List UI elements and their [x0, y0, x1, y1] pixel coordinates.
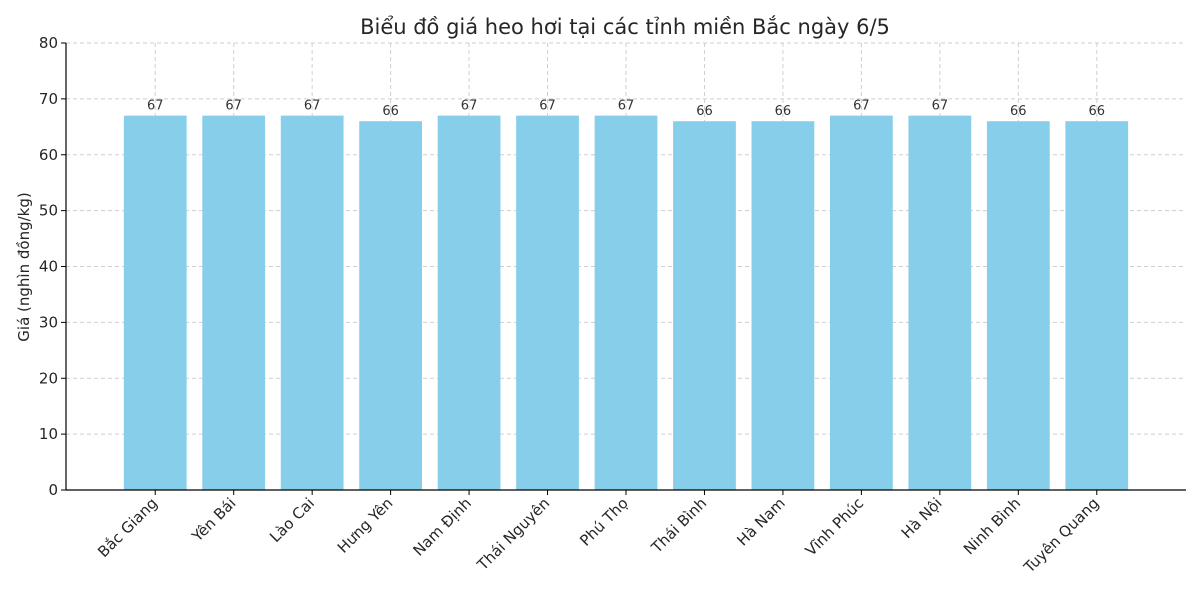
y-axis-ticks: 0 10 20 30 40 50 60 70 80 — [39, 34, 66, 499]
bar-value-label: 67 — [147, 99, 164, 114]
y-tick-label: 50 — [39, 202, 58, 220]
bar-value-label: 67 — [539, 99, 556, 114]
bar-value-label: 67 — [461, 99, 478, 114]
bar — [280, 115, 344, 490]
bar — [359, 121, 422, 490]
x-tick-label: Bắc Giang — [94, 494, 161, 561]
bar-value-label: 67 — [618, 99, 635, 114]
x-axis-ticks: Bắc Giang Yên Bái Lào Cai Hưng Yên Nam ĐịnhT… — [94, 490, 1103, 577]
bar-value-label: 67 — [304, 99, 321, 114]
bar — [437, 115, 501, 490]
x-tick-label: Hưng Yên — [334, 494, 397, 557]
bar — [751, 121, 815, 490]
y-tick-label: 80 — [39, 34, 58, 52]
y-tick-label: 30 — [39, 313, 58, 331]
bar-value-label: 67 — [225, 99, 242, 114]
y-tick-label: 0 — [48, 481, 58, 499]
y-tick-label: 40 — [39, 258, 58, 276]
x-tick-label: Ninh Bình — [960, 494, 1024, 558]
axes — [65, 43, 1186, 491]
bar-value-label: 66 — [1088, 104, 1105, 119]
x-tick-label: Thái Nguyên — [473, 494, 553, 574]
bar-value-label: 66 — [775, 104, 792, 119]
y-tick-label: 70 — [39, 90, 58, 108]
x-tick-label: Yên Bái — [188, 494, 240, 546]
y-tick-label: 20 — [39, 369, 58, 387]
x-tick-label: Nam Định — [409, 494, 474, 559]
bar — [1065, 121, 1129, 490]
bar — [830, 115, 893, 490]
bar-value-label: 66 — [382, 104, 399, 119]
bar-value-label: 67 — [853, 99, 870, 114]
x-tick-label: Hà Nội — [898, 494, 946, 542]
bar — [123, 115, 187, 490]
chart-title: Biểu đồ giá heo hơi tại các tỉnh miền Bắ… — [360, 15, 890, 39]
x-tick-label: Lào Cai — [266, 494, 318, 546]
x-tick-label: Phú Thọ — [576, 494, 632, 550]
bar — [673, 121, 736, 490]
y-tick-label: 60 — [39, 146, 58, 164]
bars — [123, 115, 1129, 490]
bar — [986, 121, 1050, 490]
bar — [202, 115, 266, 490]
x-tick-label: Hà Nam — [733, 494, 788, 549]
bar-value-label: 67 — [932, 99, 949, 114]
x-tick-label: Thái Bình — [647, 494, 710, 557]
data-labels: 67 67 67 66 67 67 67 66 66 67 67 66 66 — [147, 99, 1105, 120]
bar-value-label: 66 — [696, 104, 713, 119]
x-tick-label: Tuyên Quang — [1020, 494, 1103, 577]
bar — [594, 115, 658, 490]
y-tick-label: 10 — [39, 425, 58, 443]
x-tick-label: Vĩnh Phúc — [802, 494, 867, 559]
bar-value-label: 66 — [1010, 104, 1027, 119]
y-axis-label: Giá (nghìn đồng/kg) — [15, 192, 33, 341]
bar — [908, 115, 972, 490]
bar — [516, 115, 579, 490]
